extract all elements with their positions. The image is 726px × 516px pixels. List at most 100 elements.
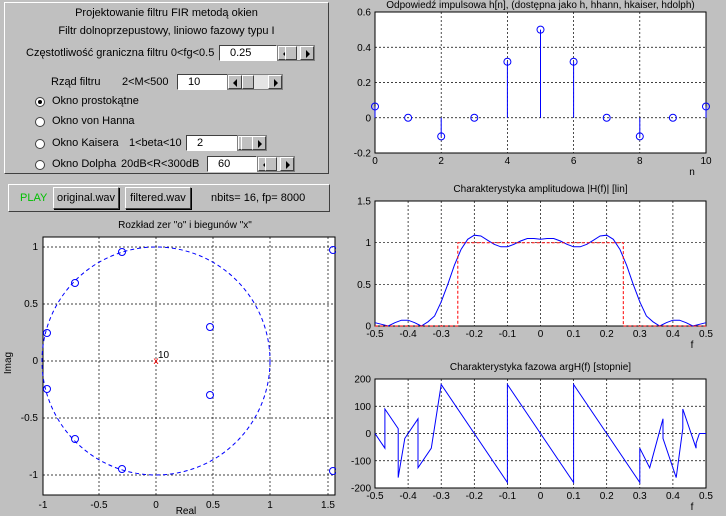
impulse-response-chart: Odpowiedź impulsowa h[n], (dostępna jako… — [354, 0, 712, 178]
ytick-label: 0.5 — [24, 299, 38, 310]
xtick-label: 1 — [267, 500, 273, 511]
dolph-slider-thumb[interactable] — [265, 157, 277, 171]
zplane-xlabel: Real — [176, 506, 197, 516]
arrow-right-icon — [258, 140, 262, 148]
zero-marker — [118, 465, 126, 473]
order-slider-thumb[interactable] — [242, 75, 254, 89]
zero-marker — [206, 323, 214, 331]
window-kaiser-radio[interactable] — [35, 139, 45, 149]
kaiser-beta-input[interactable]: 2 — [186, 135, 238, 151]
zero-marker — [206, 391, 214, 399]
xtick-label: -0.4 — [399, 329, 417, 340]
zplane-grid — [43, 237, 335, 495]
ytick-label: 0.6 — [357, 8, 371, 19]
ytick-label: 0.4 — [357, 43, 371, 54]
cutoff-slider-thumb[interactable] — [285, 46, 297, 60]
dolph-slider-right-button[interactable] — [280, 157, 294, 171]
xtick-label: 0.1 — [567, 491, 581, 502]
window-rect-radio[interactable] — [35, 97, 45, 107]
filtered-wav-button[interactable]: filtered.wav — [125, 187, 191, 209]
ytick-label: 0 — [32, 356, 38, 367]
order-range-label: 2<M<500 — [122, 76, 169, 88]
x-axis-label: f — [691, 502, 694, 513]
xtick-label: 0 — [153, 500, 159, 511]
xtick-label: 1.5 — [321, 500, 335, 511]
stem-marker — [470, 113, 479, 122]
xtick-label: 0.1 — [567, 329, 581, 340]
order-slider[interactable] — [227, 74, 283, 90]
xtick-label: 8 — [637, 156, 643, 167]
panel-title: Projektowanie filtru FIR metodą okien — [75, 7, 258, 19]
cutoff-slider[interactable] — [277, 45, 315, 61]
ytick-label: -0.5 — [21, 413, 39, 424]
xtick-label: 0 — [538, 329, 544, 340]
arrow-left-icon — [233, 79, 237, 87]
zplane-plot: Rozkład zer "o" i biegunów "x" x 10 1 0.… — [3, 220, 336, 516]
amplitude-response-chart: Charakterystyka amplitudowa |H(f)| [lin]… — [357, 184, 713, 351]
original-wav-button[interactable]: original.wav — [53, 187, 119, 209]
pole-marker: x — [154, 356, 159, 367]
ytick-label: 0 — [365, 113, 371, 124]
cutoff-slider-right-button[interactable] — [300, 46, 314, 60]
kaiser-beta-slider[interactable] — [237, 135, 267, 151]
zero-marker — [71, 435, 79, 443]
response-line — [374, 234, 707, 327]
ytick-label: 1 — [365, 238, 371, 249]
zero-marker — [43, 385, 51, 393]
xtick-label: -0.5 — [366, 491, 384, 502]
ytick-label: 200 — [354, 375, 371, 386]
xtick-label: 2 — [438, 156, 444, 167]
stem-marker — [503, 57, 512, 66]
stem-marker — [371, 102, 379, 111]
audio-info: nbits= 16, fp= 8000 — [211, 192, 306, 204]
window-hann-radio[interactable] — [35, 117, 45, 127]
stem-marker — [404, 113, 413, 122]
window-dolph-label[interactable]: Okno Dolpha — [52, 158, 117, 170]
arrow-right-icon — [286, 161, 290, 169]
stem-marker — [635, 132, 644, 141]
pole-multiplicity-label: 10 — [158, 350, 170, 361]
xtick-label: 0.2 — [600, 329, 614, 340]
xtick-label: -0.2 — [466, 329, 484, 340]
unit-circle — [41, 246, 271, 476]
ytick-label: 0.5 — [357, 280, 371, 291]
plot-area — [374, 200, 707, 327]
xtick-label: 4 — [505, 156, 511, 167]
zero-marker — [118, 248, 126, 256]
window-kaiser-label[interactable]: Okno Kaisera — [52, 137, 119, 149]
order-slider-right-button[interactable] — [268, 75, 282, 89]
window-hann-label[interactable]: Okno von Hanna — [52, 115, 135, 127]
xtick-label: 10 — [700, 156, 712, 167]
ytick-label: 1 — [32, 242, 38, 253]
zplane-ylabel: Imag — [3, 352, 14, 374]
xtick-label: 6 — [571, 156, 577, 167]
cutoff-input[interactable]: 0.25 — [219, 45, 277, 61]
xtick-label: -0.3 — [433, 491, 451, 502]
window-dolph-radio[interactable] — [35, 160, 45, 170]
phase-response-chart: Charakterystyka fazowa argH(f) [stopnie]… — [351, 362, 713, 513]
kaiser-slider-right-button[interactable] — [252, 136, 266, 150]
zeros — [43, 246, 336, 475]
arrow-right-icon — [274, 79, 278, 87]
xtick-label: 0.4 — [666, 329, 680, 340]
dolph-r-input[interactable]: 60 — [207, 156, 257, 172]
window-rect-label[interactable]: Okno prostokątne — [52, 95, 139, 107]
stem-marker — [569, 57, 578, 66]
ytick-label: 0 — [365, 429, 371, 440]
xtick-label: -0.2 — [466, 491, 484, 502]
zero-marker — [329, 246, 336, 254]
dolph-r-slider[interactable] — [257, 156, 295, 172]
chart-title: Charakterystyka fazowa argH(f) [stopnie] — [450, 362, 631, 373]
ytick-label: 0.2 — [357, 78, 371, 89]
xtick-label: -1 — [39, 500, 48, 511]
audio-panel: PLAY original.wav filtered.wav nbits= 16… — [8, 184, 330, 212]
xtick-label: -0.1 — [499, 329, 517, 340]
order-input[interactable]: 10 — [177, 74, 229, 90]
zero-marker — [329, 467, 336, 475]
order-slider-left-button[interactable] — [228, 75, 242, 89]
chart-title: Charakterystyka amplitudowa |H(f)| [lin] — [453, 184, 627, 195]
stem-marker — [602, 113, 611, 122]
xtick-label: 0.5 — [699, 491, 713, 502]
dolph-r-range: 20dB<R<300dB — [121, 158, 200, 170]
x-axis-label: f — [691, 340, 694, 351]
